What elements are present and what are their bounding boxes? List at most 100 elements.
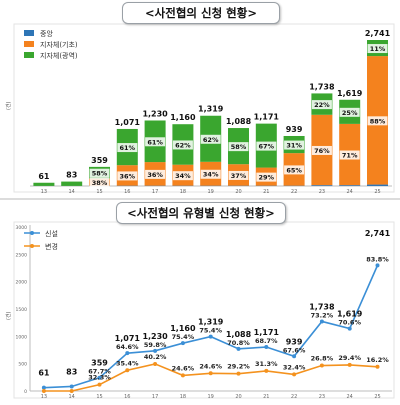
x-tick-14: 14: [69, 394, 75, 400]
y-tick-500: 500: [18, 362, 27, 368]
bar-25-seg0: [367, 185, 388, 186]
pct-label-s0-18: 75.4%: [172, 333, 195, 341]
y-tick-1500: 1500: [16, 307, 28, 313]
stacked-bar-chart: 중앙 지자체(기초) 지자체(광역) (건) 6113831435938%58%…: [0, 0, 400, 198]
point-s1-13: [42, 389, 46, 393]
pct-wide-24: 25%: [342, 109, 358, 117]
total-label-13: 61: [38, 172, 50, 181]
total-label-22: 939: [286, 337, 303, 346]
total-label-22: 939: [286, 125, 303, 134]
total-label-16: 1,071: [115, 334, 141, 343]
x-tick-18: 18: [180, 394, 186, 400]
point-s0-16: [125, 351, 129, 355]
pct-label-s0-25: 83.8%: [366, 255, 389, 263]
bar-24-seg0: [339, 185, 360, 186]
x-tick-18: 18: [180, 189, 186, 195]
point-s0-22: [292, 354, 296, 358]
legend-label-local-basic: 지자체(기초): [40, 40, 78, 49]
pct-label-s0-21: 68.7%: [255, 337, 278, 345]
x-tick-13: 13: [41, 189, 47, 195]
legend-marker-change: [30, 244, 34, 248]
pct-wide-16: 61%: [120, 144, 136, 152]
total-label-23: 1,738: [309, 302, 335, 311]
pct-label-s0-19: 75.4%: [199, 327, 222, 335]
point-s0-21: [264, 345, 268, 349]
x-tick-14: 14: [69, 189, 75, 195]
point-s1-23: [320, 364, 324, 368]
point-s1-22: [292, 372, 296, 376]
y-axis-label: (건): [5, 101, 12, 110]
x-tick-24: 24: [347, 394, 353, 400]
point-s1-17: [153, 362, 157, 366]
total-label-18: 1,160: [170, 113, 196, 122]
pct-wide-17: 61%: [147, 138, 163, 146]
x-tick-19: 19: [208, 394, 214, 400]
total-label-17: 1,230: [142, 109, 168, 118]
point-s0-14: [70, 384, 74, 388]
legend-marker-new: [30, 231, 34, 235]
x-tick-15: 15: [96, 189, 102, 195]
point-s0-24: [348, 327, 352, 331]
point-s1-16: [125, 368, 129, 372]
y-tick-0: 0: [24, 389, 27, 395]
bar-23-seg0: [311, 185, 332, 186]
pct-wide-25: 11%: [370, 45, 386, 53]
total-label-19: 1,319: [198, 318, 224, 327]
total-label-15: 359: [91, 156, 108, 165]
pct-wide-22: 31%: [286, 142, 302, 150]
pct-basic-15: 38%: [92, 179, 108, 187]
point-s0-20: [237, 347, 241, 351]
x-tick-24: 24: [347, 189, 353, 195]
legend-label-change: 변경: [45, 242, 58, 251]
pct-label-s1-22: 32.4%: [283, 363, 306, 371]
pct-wide-15: 58%: [92, 170, 108, 178]
x-tick-22: 22: [291, 394, 297, 400]
point-s1-14: [70, 389, 74, 393]
total-label-18: 1,160: [170, 324, 196, 333]
pct-basic-22: 65%: [286, 166, 302, 174]
bar-13-seg2: [33, 183, 54, 186]
pct-label-s0-22: 67.6%: [283, 346, 306, 354]
total-label-13: 61: [38, 369, 50, 378]
total-label-24: 1,619: [337, 310, 363, 319]
pct-label-s0-17: 59.8%: [144, 341, 167, 349]
point-s0-23: [320, 319, 324, 323]
pct-label-s1-15: 32.3%: [88, 374, 111, 382]
top-chart-title: <사전협의 신청 현황>: [122, 2, 280, 24]
pct-wide-18: 62%: [175, 141, 191, 149]
legend-swatch-local-basic: [24, 41, 34, 47]
pct-label-s0-16: 64.6%: [116, 343, 139, 351]
x-tick-17: 17: [152, 394, 158, 400]
total-label-16: 1,071: [115, 118, 141, 127]
x-tick-20: 20: [235, 189, 241, 195]
total-label-21: 1,171: [254, 113, 280, 122]
legend-swatch-local-wide: [24, 52, 34, 58]
point-s1-18: [181, 373, 185, 377]
pct-label-s1-20: 29.2%: [227, 363, 250, 371]
pct-basic-19: 34%: [203, 171, 219, 179]
x-tick-25: 25: [374, 189, 380, 195]
point-s0-25: [376, 263, 380, 267]
pct-basic-16: 36%: [120, 172, 136, 180]
pct-basic-20: 37%: [231, 172, 247, 180]
legend-label-local-wide: 지자체(광역): [40, 51, 78, 60]
x-tick-13: 13: [41, 394, 47, 400]
total-label-25: 2,741: [365, 29, 391, 38]
bottom-chart-title: <사전협의 유형별 신청 현황>: [116, 202, 286, 224]
pct-label-s1-18: 24.6%: [172, 364, 195, 372]
point-s1-15: [98, 383, 102, 387]
x-tick-21: 21: [263, 189, 269, 195]
pct-wide-20: 58%: [231, 143, 247, 151]
total-label-25: 2,741: [365, 229, 391, 238]
pct-basic-25: 88%: [370, 117, 386, 125]
total-label-20: 1,088: [226, 330, 252, 339]
legend-label-new: 신설: [45, 229, 58, 238]
total-label-23: 1,738: [309, 82, 335, 91]
pct-label-s1-19: 24.6%: [199, 362, 222, 370]
x-tick-16: 16: [124, 394, 130, 400]
legend-swatch-central: [24, 30, 34, 36]
y-tick-2000: 2000: [16, 280, 28, 286]
total-label-14: 83: [66, 171, 77, 180]
x-tick-16: 16: [124, 189, 130, 195]
